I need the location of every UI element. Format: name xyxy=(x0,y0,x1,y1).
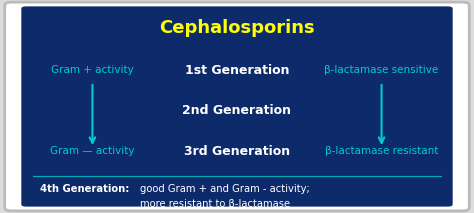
Text: β-lactamase sensitive: β-lactamase sensitive xyxy=(324,65,439,75)
Text: β-lactamase resistant: β-lactamase resistant xyxy=(325,146,438,156)
Text: Gram + activity: Gram + activity xyxy=(51,65,134,75)
Text: good Gram + and Gram - activity;: good Gram + and Gram - activity; xyxy=(140,184,310,193)
Text: 3rd Generation: 3rd Generation xyxy=(184,145,290,158)
Text: Cephalosporins: Cephalosporins xyxy=(159,19,315,37)
Text: more resistant to β-lactamase: more resistant to β-lactamase xyxy=(140,200,290,209)
Text: Gram — activity: Gram — activity xyxy=(50,146,135,156)
FancyBboxPatch shape xyxy=(21,6,453,207)
Text: 4th Generation:: 4th Generation: xyxy=(40,184,130,193)
Text: 2nd Generation: 2nd Generation xyxy=(182,104,292,117)
FancyBboxPatch shape xyxy=(5,2,469,211)
Text: 1st Generation: 1st Generation xyxy=(185,64,289,77)
